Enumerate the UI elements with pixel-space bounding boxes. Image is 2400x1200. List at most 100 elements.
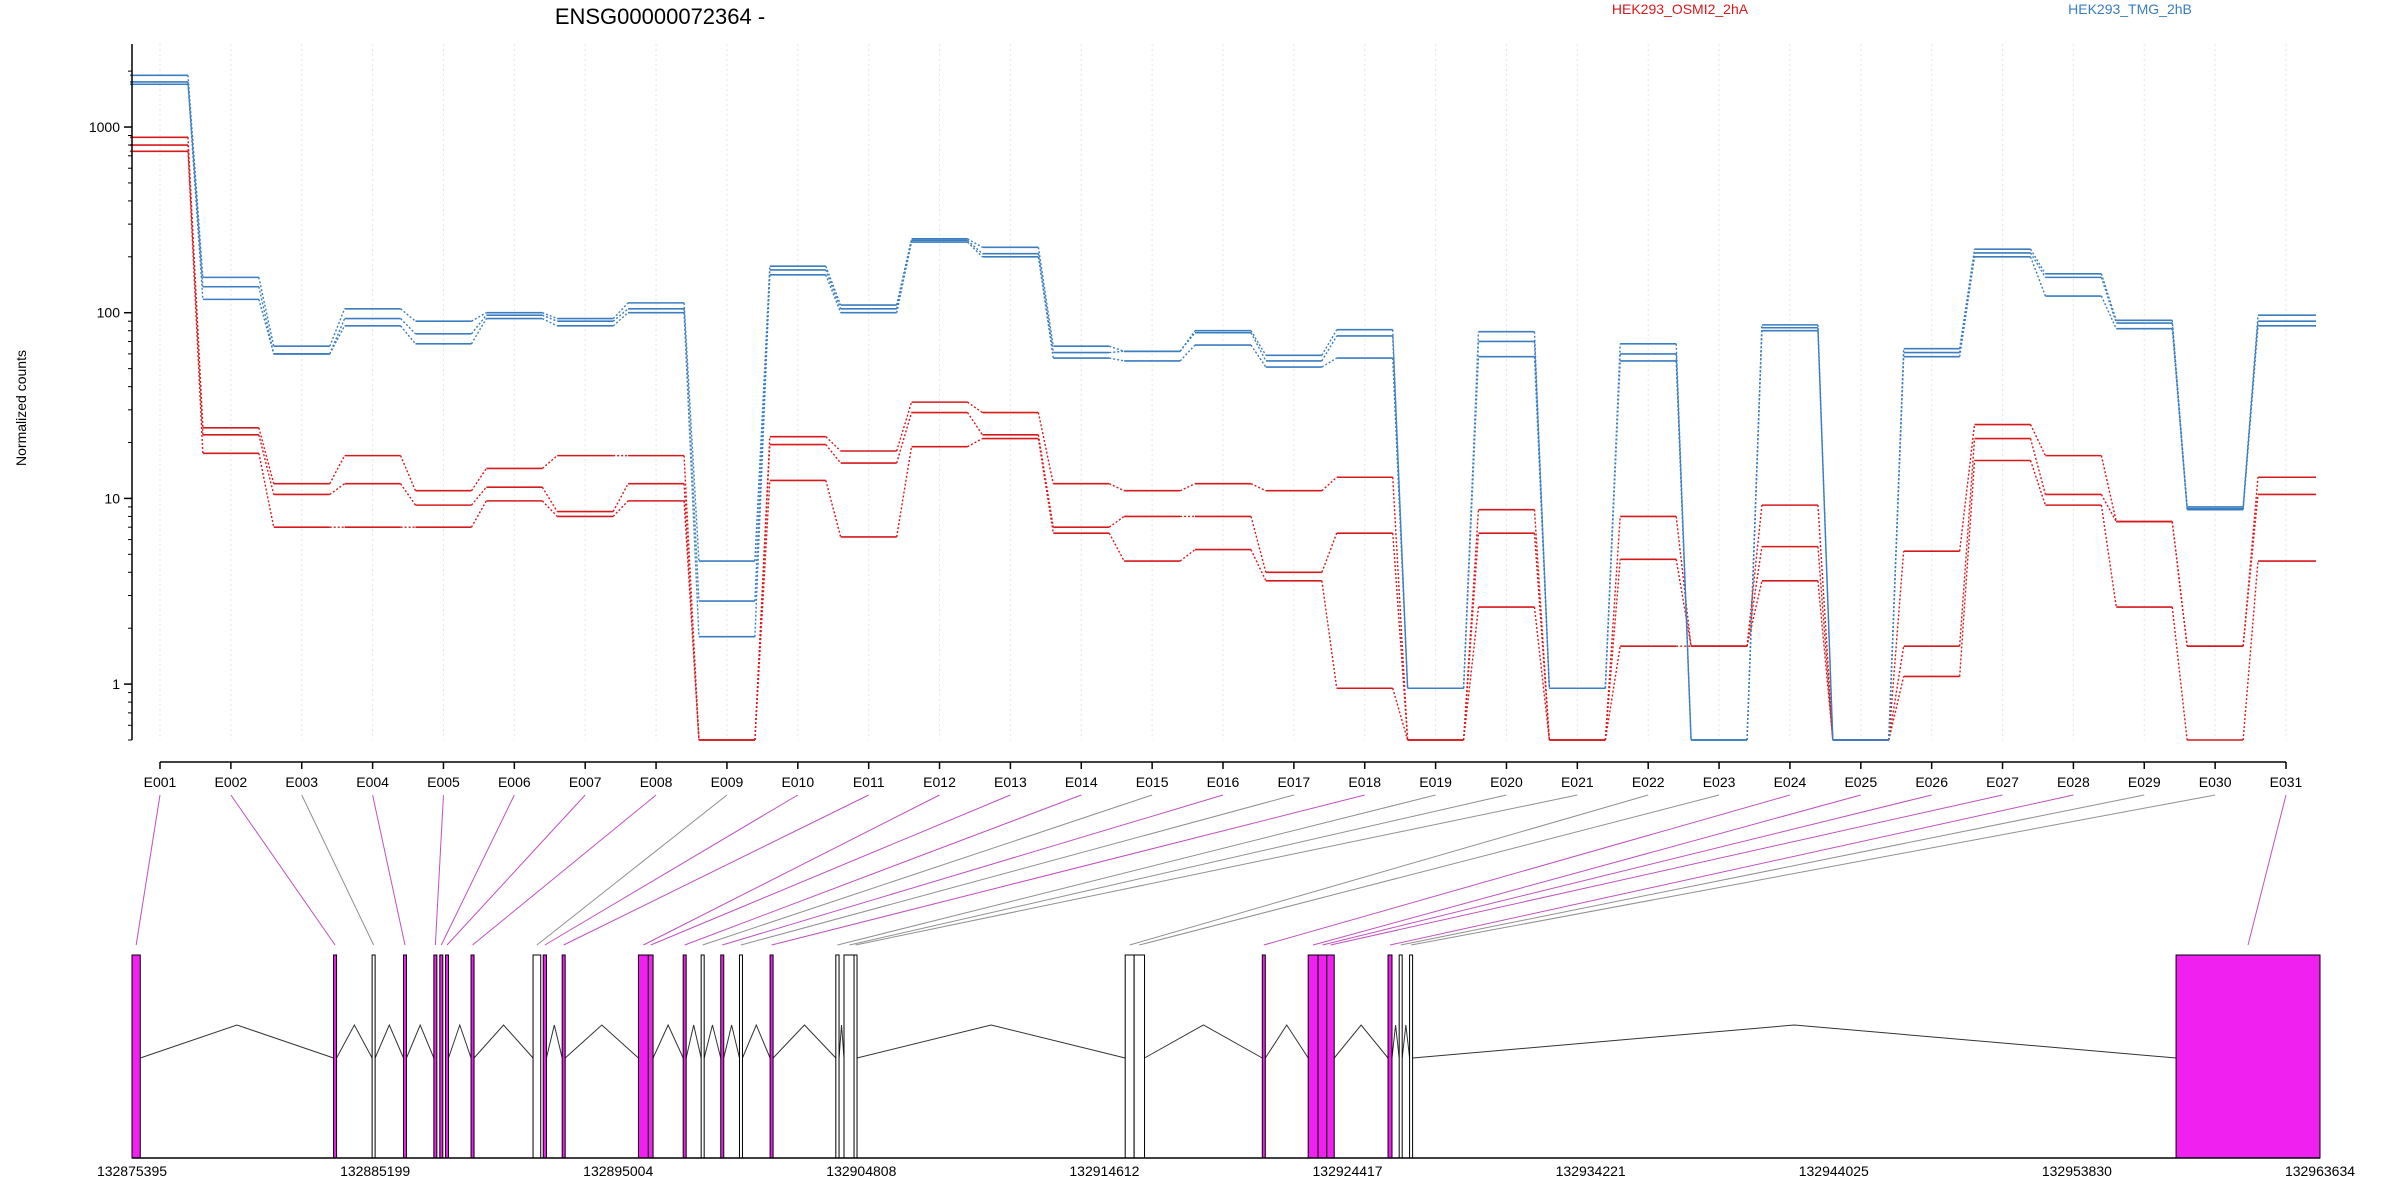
data-connector <box>400 325 417 345</box>
intron-line <box>685 1024 702 1059</box>
intron-line <box>1264 1024 1309 1059</box>
data-connector <box>1675 516 1692 647</box>
data-connector <box>2100 295 2117 330</box>
exon-connector <box>472 794 657 946</box>
data-connector <box>400 308 416 322</box>
data-connector <box>1392 688 1409 741</box>
exon-box <box>333 954 338 1159</box>
data-connector <box>470 318 487 345</box>
data-connector <box>825 444 842 464</box>
data-connector <box>825 265 842 306</box>
data-connector <box>1533 341 1551 689</box>
exon-connector <box>544 794 799 946</box>
intron-line <box>1401 1024 1411 1059</box>
x-tick-label: E031 <box>2270 774 2303 790</box>
gene-model-track <box>131 954 2321 1159</box>
exon-connector <box>536 794 728 946</box>
exon-box <box>542 954 547 1159</box>
data-connector <box>542 317 558 327</box>
x-tick-label: E010 <box>781 774 814 790</box>
data-connector <box>966 412 983 436</box>
exon-box <box>700 954 705 1159</box>
data-connector <box>1037 412 1054 484</box>
exon-box <box>371 954 376 1159</box>
coord-tick-label: 132953830 <box>2042 1163 2112 1179</box>
exon-box <box>532 954 542 1159</box>
exon-box <box>1387 954 1393 1159</box>
x-tick-label: E025 <box>1844 774 1877 790</box>
data-connector <box>2029 248 2046 275</box>
data-connector <box>2029 256 2047 297</box>
x-tick-label: E016 <box>1207 774 1240 790</box>
data-connector <box>683 302 700 562</box>
exon-connector <box>563 794 869 946</box>
exon-box <box>1409 954 1414 1159</box>
data-connector <box>1250 344 1267 368</box>
data-connector <box>754 269 771 602</box>
data-connector <box>2029 424 2047 456</box>
exon-box <box>561 954 566 1159</box>
x-tick-label: E004 <box>356 774 389 790</box>
data-connector <box>895 446 913 538</box>
exon-connector <box>1263 794 1791 946</box>
exon-box <box>402 954 407 1159</box>
data-connector <box>825 269 842 310</box>
data-connector <box>1958 438 1976 647</box>
exon-box <box>647 954 654 1159</box>
exon-connector <box>446 794 586 946</box>
x-tick-label: E023 <box>1703 774 1736 790</box>
coord-tick-label: 132895004 <box>583 1163 653 1179</box>
data-connector <box>2100 505 2117 608</box>
x-tick-label: E018 <box>1348 774 1381 790</box>
data-connector <box>2242 325 2259 510</box>
data-connector <box>1037 434 1054 528</box>
exon-connector <box>2247 794 2287 946</box>
data-connector <box>470 486 487 506</box>
series-line <box>130 83 2316 741</box>
coord-tick-label: 132875395 <box>97 1163 167 1179</box>
data-connector <box>1675 360 1692 741</box>
exon-box <box>433 954 438 1159</box>
exon-connector <box>684 794 1082 946</box>
data-connector <box>258 453 275 528</box>
data-connector <box>399 455 417 491</box>
data-connector <box>895 412 913 464</box>
series-lines <box>130 74 2316 741</box>
data-connector <box>612 500 629 517</box>
data-connector <box>1109 357 1125 362</box>
data-connector <box>1817 580 1834 741</box>
intron-line <box>838 1024 845 1059</box>
data-connector <box>1321 476 1338 492</box>
exon-box <box>1398 954 1403 1159</box>
data-connector <box>1888 356 1905 741</box>
data-connector <box>1462 509 1480 741</box>
intron-line <box>703 1024 722 1059</box>
exon-connector <box>740 794 1294 946</box>
data-connector <box>612 308 629 322</box>
exon-box <box>2175 954 2321 1159</box>
data-connector <box>1108 483 1125 492</box>
data-connector <box>470 500 487 528</box>
data-connector <box>1250 549 1267 582</box>
exon-connector <box>855 794 1578 946</box>
y-tick-label: 100 <box>97 305 121 321</box>
exon-connector <box>1400 794 2145 946</box>
exon-box <box>853 954 858 1159</box>
data-connector <box>1392 335 1409 689</box>
exon-connector <box>1322 794 1932 946</box>
data-connector <box>541 455 558 469</box>
exon-connector <box>372 794 406 946</box>
data-connector <box>1958 424 1976 552</box>
exon-box <box>470 954 475 1159</box>
data-connector <box>1604 360 1621 689</box>
legend-item-tmg: HEK293_TMG_2hB <box>2068 1 2192 17</box>
x-axis: E001 E002 E003 E004 E005 E006 E007 E008 E009 E010… <box>144 761 2303 790</box>
data-connector <box>2100 273 2117 321</box>
data-connector <box>1321 335 1338 362</box>
data-connector <box>754 266 771 562</box>
data-connector <box>1250 332 1267 362</box>
data-connector <box>258 434 275 495</box>
data-connector <box>754 274 771 637</box>
intron-line <box>772 1024 837 1059</box>
